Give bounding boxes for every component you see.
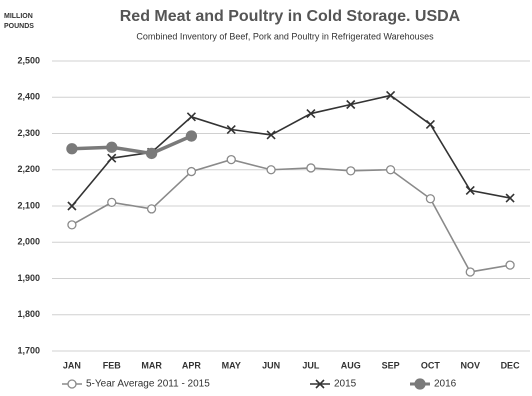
y-tick-label: 1,700 [17,345,40,355]
data-point [67,201,77,211]
data-point [346,166,356,176]
data-point [145,147,158,160]
y-tick-label: 2,200 [17,164,40,174]
data-point [385,165,396,175]
x-tick-label: JAN [63,360,81,370]
y-tick-label: 2,500 [17,55,40,65]
data-point [107,197,117,208]
x-tick-label: JUN [262,360,280,370]
data-point [306,163,316,173]
legend-marker [315,379,325,389]
data-point [425,119,435,130]
series-line [71,134,193,156]
x-tick-label: JUL [302,360,320,370]
data-point [226,124,236,135]
x-tick-label: AUG [341,360,361,370]
x-tick-label: OCT [421,360,441,370]
data-point [306,108,316,119]
chart-title: Red Meat and Poultry in Cold Storage. US… [120,8,461,25]
legend-marker [414,378,426,390]
x-tick-label: MAY [222,360,241,370]
data-point [146,204,157,214]
data-point [186,166,197,177]
y-tick-label: 1,900 [17,273,40,283]
data-point [185,130,198,142]
x-tick-label: MAR [141,360,162,370]
x-tick-label: FEB [103,360,122,370]
x-tick-label: SEP [382,360,400,370]
data-point [505,193,515,203]
chart-subtitle: Combined Inventory of Beef, Pork and Pou… [136,31,434,41]
y-tick-label: 2,100 [17,200,40,210]
y-tick-label: 1,800 [17,309,40,319]
y-tick-label: 2,000 [17,237,40,247]
data-point [266,130,276,140]
data-point [67,220,77,230]
x-tick-label: NOV [460,360,480,370]
data-point [386,90,396,101]
data-point [226,154,236,165]
data-point [465,267,475,277]
legend-marker [67,379,77,389]
legend-label: 5-Year Average 2011 - 2015 [86,379,210,390]
data-point [107,153,117,163]
x-tick-label: APR [182,360,202,370]
data-point [186,112,196,122]
y-tick-label: 2,400 [17,92,40,102]
data-point [66,143,78,155]
data-point [266,165,276,175]
data-point [505,260,515,270]
data-point [465,185,475,195]
series-line [71,158,511,273]
legend-label: 2016 [434,379,457,390]
data-point [425,194,436,204]
legend-label: 2015 [334,379,357,390]
data-point [106,141,118,153]
y-axis-label: MILLION POUNDS [4,13,34,30]
x-tick-label: DEC [501,360,521,370]
y-tick-label: 2,300 [17,128,40,138]
data-point [346,99,356,110]
